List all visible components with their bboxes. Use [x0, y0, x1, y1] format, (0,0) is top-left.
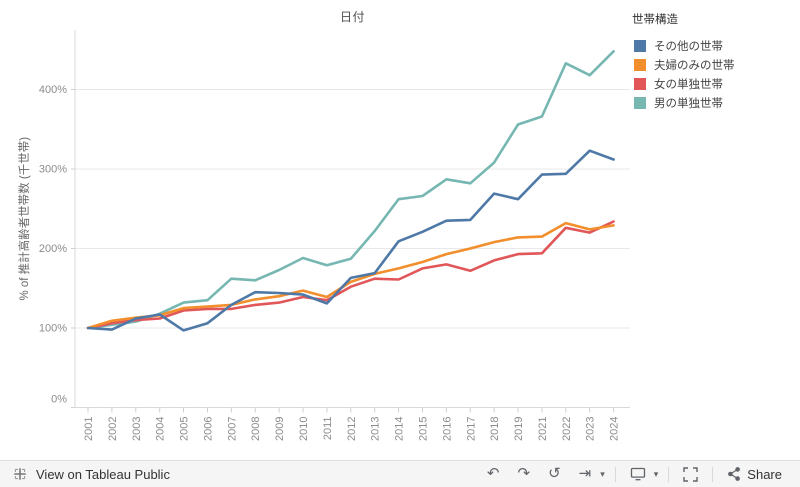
bottom-toolbar: View on Tableau Public ↶ ↷ ↺ ⇥ ▾ ▾ — [0, 460, 800, 487]
svg-text:2007: 2007 — [226, 417, 238, 441]
undo-icon[interactable]: ↶ — [486, 465, 500, 482]
skip-forward-icon[interactable]: ⇥ — [578, 465, 592, 482]
svg-text:100%: 100% — [39, 323, 67, 335]
replay-icon[interactable]: ↺ — [548, 465, 561, 482]
svg-text:2008: 2008 — [250, 417, 262, 441]
svg-text:2013: 2013 — [370, 417, 382, 441]
svg-text:2023: 2023 — [585, 417, 597, 441]
svg-text:2016: 2016 — [441, 417, 453, 441]
svg-text:0%: 0% — [51, 394, 67, 406]
tableau-viz-area: 0% 100% 200% 300% 400% 2001 2002 2003 2004 2005 20… — [0, 0, 800, 460]
legend-swatch-icon — [634, 39, 646, 52]
svg-text:2003: 2003 — [131, 417, 143, 441]
chevron-down-icon[interactable]: ▾ — [653, 468, 659, 479]
view-on-tableau-public-link[interactable]: View on Tableau Public — [36, 466, 170, 482]
svg-text:200%: 200% — [39, 243, 67, 255]
svg-text:2017: 2017 — [465, 417, 477, 441]
legend-item-label: 夫婦のみの世帯 — [654, 59, 735, 72]
toolbar-divider — [668, 466, 670, 482]
svg-text:2024: 2024 — [609, 417, 621, 441]
svg-text:2001: 2001 — [83, 417, 95, 441]
toolbar-divider — [712, 466, 714, 482]
svg-text:2022: 2022 — [561, 417, 573, 441]
toolbar-actions: ↶ ↷ ↺ ⇥ ▾ ▾ — [478, 466, 800, 482]
share-label: Share — [747, 466, 782, 482]
download-icon[interactable] — [622, 467, 654, 481]
redo-icon[interactable]: ↷ — [517, 465, 531, 482]
svg-text:2021: 2021 — [537, 417, 549, 441]
legend-item[interactable]: 男の単独世帯 — [632, 93, 797, 112]
svg-text:300%: 300% — [39, 164, 67, 176]
legend-swatch-icon — [634, 77, 646, 90]
legend: 世帯構造 その他の世帯 夫婦のみの世帯 女の単独世帯 男の単独世帯 — [632, 11, 797, 112]
svg-text:2014: 2014 — [394, 417, 406, 441]
legend-item-label: その他の世帯 — [654, 40, 723, 53]
fullscreen-icon[interactable] — [675, 466, 706, 482]
svg-text:2018: 2018 — [489, 417, 501, 441]
svg-text:2002: 2002 — [107, 417, 119, 441]
svg-text:2004: 2004 — [155, 417, 167, 441]
legend-item-label: 男の単独世帯 — [654, 97, 723, 110]
share-button[interactable]: Share — [719, 467, 784, 482]
svg-text:2019: 2019 — [513, 417, 525, 441]
svg-text:2011: 2011 — [322, 417, 334, 441]
svg-text:400%: 400% — [39, 84, 67, 96]
svg-text:2012: 2012 — [346, 417, 358, 441]
svg-text:2015: 2015 — [417, 417, 429, 441]
legend-item-label: 女の単独世帯 — [654, 78, 723, 91]
svg-text:2010: 2010 — [298, 417, 310, 441]
legend-swatch-icon — [634, 58, 646, 71]
toolbar-divider — [614, 466, 616, 482]
legend-swatch-icon — [634, 96, 646, 109]
chevron-down-icon[interactable]: ▾ — [600, 468, 605, 479]
legend-item[interactable]: 夫婦のみの世帯 — [632, 55, 797, 74]
share-icon — [728, 467, 741, 481]
tableau-logo — [14, 468, 26, 480]
legend-title: 世帯構造 — [632, 14, 678, 26]
svg-text:2006: 2006 — [202, 417, 214, 441]
legend-item[interactable]: 女の単独世帯 — [632, 74, 797, 93]
legend-item[interactable]: その他の世帯 — [632, 36, 797, 55]
svg-text:2005: 2005 — [179, 417, 191, 441]
legend-items: その他の世帯 夫婦のみの世帯 女の単独世帯 男の単独世帯 — [632, 36, 797, 112]
toolbar-brand[interactable]: View on Tableau Public — [0, 466, 170, 482]
svg-text:% of 推計高齢者世帯数 (千世帯): % of 推計高齢者世帯数 (千世帯) — [17, 137, 31, 301]
x-axis-title: 日付 — [339, 10, 365, 24]
line-chart-plot[interactable]: 0% 100% 200% 300% 400% 2001 2002 2003 2004 2005 20… — [0, 0, 800, 460]
svg-text:2009: 2009 — [274, 417, 286, 441]
